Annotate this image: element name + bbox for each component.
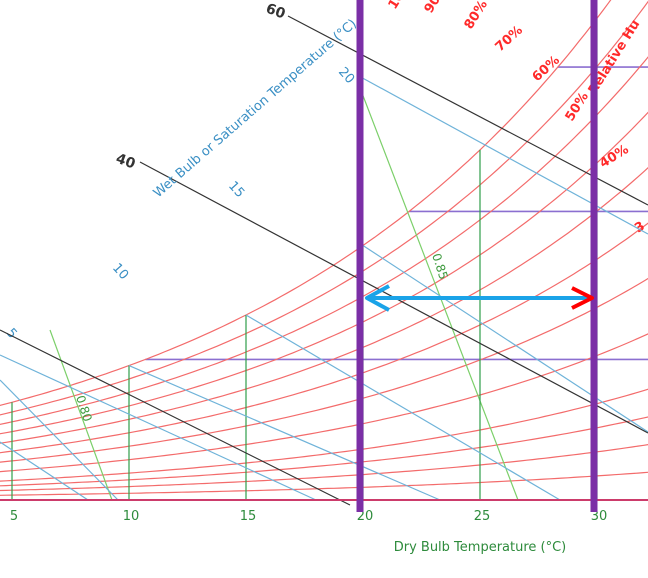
humidity-ratio-grid: [145, 66, 648, 361]
dry-bulb-grid: 5 10 15 20 25 30: [10, 18, 608, 524]
specific-volume-line-0.85: [356, 79, 519, 501]
specific-volume-lines: 0.800.85: [49, 79, 519, 501]
arrow-head-right: [571, 286, 594, 310]
wet-bulb-line-20-b: [356, 74, 648, 235]
wet-bulb-lines: 5 10 15 20: [0, 65, 648, 501]
enthalpy-line-60: [287, 15, 648, 206]
rh-label-70: 70%: [493, 23, 526, 55]
rh-curve-90: [0, 0, 648, 416]
enthalpy-label-40: 40: [114, 151, 138, 173]
rh-curve-100: [0, 0, 612, 406]
enthalpy-lines: 40 60: [0, 1, 648, 506]
wet-bulb-line-20: [362, 245, 648, 433]
x-tick-label-10: 10: [123, 509, 140, 524]
specific-volume-line-0.80: [49, 329, 113, 501]
wet-bulb-tick-10: 10: [109, 261, 131, 283]
x-tick-label-25: 25: [474, 509, 491, 524]
rh-curve-50: [0, 222, 648, 454]
highlight-markers: [356, 0, 598, 512]
wet-bulb-tick-5: 5: [3, 326, 20, 342]
wet-bulb-line-10: [128, 364, 441, 501]
rh-label-50: 50%: [563, 90, 592, 124]
wet-bulb-line-extra: [0, 441, 89, 501]
annotation-arrow: [365, 284, 594, 312]
x-tick-label-30: 30: [591, 509, 608, 524]
wet-bulb-line-15: [245, 314, 561, 501]
rh-curve-15: [0, 416, 648, 487]
wet-bulb-axis-title: Wet Bulb or Saturation Temperature (°C): [151, 16, 360, 201]
enthalpy-line-20: [0, 329, 351, 506]
rh-label-80: 80%: [462, 0, 491, 32]
rh-curve-20: [0, 388, 648, 482]
wet-bulb-tick-15: 15: [225, 179, 247, 201]
wet-bulb-tick-20: 20: [335, 65, 357, 87]
rh-curve-70: [0, 111, 648, 435]
wet-bulb-line-2.5: [0, 379, 119, 501]
enthalpy-label-60: 60: [264, 1, 288, 23]
x-tick-label-5: 5: [10, 509, 18, 524]
x-tick-label-20: 20: [357, 509, 374, 524]
rh-curve-40: [0, 277, 648, 463]
x-axis-title: Dry Bulb Temperature (°C): [394, 540, 567, 555]
wet-bulb-line-5: [0, 354, 317, 501]
rh-curve-10: [0, 444, 648, 492]
arrow-head-left: [365, 284, 390, 312]
x-tick-label-15: 15: [240, 509, 257, 524]
rh-curve-80: [0, 56, 648, 425]
rh-label-100: 10: [386, 0, 408, 12]
relative-humidity-curves: 1090%80%70%60%50%40%3: [0, 0, 648, 496]
rh-curve-60: [0, 167, 648, 444]
rh-label-90: 90%: [422, 0, 451, 16]
